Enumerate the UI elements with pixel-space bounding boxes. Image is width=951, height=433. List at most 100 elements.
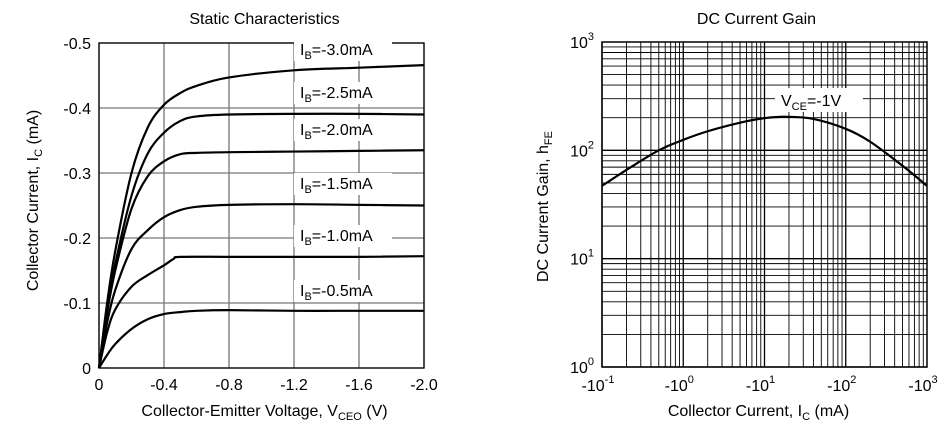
- series-label-sub: CE: [792, 101, 807, 113]
- series-label-rest: =-3.0mA: [312, 42, 373, 59]
- static-characteristics-chart: 0 -0.4 -0.8 -1.2 -1.6 -2.0 0 -0.1 -0.2 -0.3 -0.4 -0…: [25, 11, 438, 423]
- series-label-bg: [294, 173, 392, 195]
- x-tick-label-exp: 2: [850, 374, 856, 386]
- series-label-rest: =-0.5mA: [312, 283, 373, 300]
- x-tick-label-exp: -1: [605, 374, 615, 386]
- y-tick-label-exp: 0: [588, 356, 594, 368]
- y-tick-label: 101: [570, 248, 594, 269]
- series-label-rest: =-1.0mA: [312, 228, 373, 245]
- y-tick-label-exp: 1: [588, 248, 594, 260]
- series-label-bg: [294, 82, 392, 104]
- series-label-bg: [294, 39, 392, 61]
- series-label-rest: =-1V: [807, 93, 842, 110]
- series-line: [97, 112, 425, 369]
- y-tick-label: 103: [570, 31, 594, 52]
- series-line: [601, 115, 928, 187]
- series-label-rest: =-2.0mA: [312, 122, 373, 139]
- x-axis-label: Collector-Emitter Voltage, VCEO (V): [141, 403, 387, 423]
- y-tick-label: -0.2: [63, 231, 91, 248]
- x-axis-label-sub: CEO: [338, 411, 362, 423]
- y-tick-label: 102: [570, 139, 594, 160]
- series-line: [97, 149, 425, 369]
- series-label: VCE=-1V: [781, 93, 842, 113]
- y-tick-label: -0.5: [63, 36, 91, 53]
- x-tick-label: -100: [665, 374, 694, 395]
- y-axis-label-sub: FE: [543, 131, 555, 145]
- series-label-rest: =-2.5mA: [312, 85, 373, 102]
- series-label: IB=-1.0mA: [300, 228, 373, 248]
- plot-frame: [601, 41, 928, 368]
- series-label: IB=-1.5mA: [300, 176, 373, 196]
- x-axis-label-base: Collector Current, I: [668, 403, 802, 420]
- x-tick-label: -102: [827, 374, 856, 395]
- x-tick-label: -1.2: [280, 377, 308, 394]
- x-axis-label-rest: (mA): [810, 403, 849, 420]
- y-axis-label: DC Current Gain, hFE: [535, 131, 555, 282]
- x-axis-label-sub: C: [802, 411, 810, 423]
- y-tick-label-exp: 2: [588, 139, 594, 151]
- series-line: [97, 64, 425, 369]
- y-tick-label-exp: 3: [588, 31, 594, 43]
- series-label-base: I: [300, 228, 304, 245]
- series-label-bg: [294, 280, 392, 302]
- x-tick-label-base: -10: [746, 378, 769, 395]
- series-label-sub: B: [304, 50, 311, 62]
- chart-title: DC Current Gain: [697, 11, 816, 28]
- x-tick-label-exp: 0: [688, 374, 694, 386]
- series-label: IB=-3.0mA: [300, 42, 373, 62]
- x-axis-label-rest: (V): [362, 403, 388, 420]
- x-tick-label: -1.6: [345, 377, 373, 394]
- series-label-base: I: [300, 42, 304, 59]
- x-tick-label: -103: [908, 374, 937, 395]
- x-tick-label: -0.8: [215, 377, 243, 394]
- y-tick-label: -0.3: [63, 166, 91, 183]
- series-line: [97, 203, 425, 369]
- x-tick-label: -101: [746, 374, 775, 395]
- series-label-sub: B: [304, 236, 311, 248]
- series-label-base: I: [300, 176, 304, 193]
- y-tick-label: 0: [82, 361, 91, 378]
- x-tick-label-exp: 1: [769, 374, 775, 386]
- y-tick-label: -0.1: [63, 296, 91, 313]
- series-label-bg: [775, 88, 863, 112]
- series-label-bg: [294, 225, 392, 247]
- y-tick-label: -0.4: [63, 101, 91, 118]
- x-axis-label: Collector Current, IC (mA): [668, 403, 849, 423]
- series-label: IB=-2.0mA: [300, 122, 373, 142]
- series-label-rest: =-1.5mA: [312, 176, 373, 193]
- series-label-sub: B: [304, 130, 311, 142]
- chart-title: Static Characteristics: [189, 11, 339, 28]
- y-axis-label-rest: (mA): [25, 110, 42, 149]
- x-tick-label-base: -10: [827, 378, 850, 395]
- series-label-base: I: [300, 85, 304, 102]
- x-tick-label-exp: 3: [932, 374, 938, 386]
- dc-current-gain-chart: -10-1 -100 -101 -102 -103100101102103VCE=-1V…: [535, 11, 938, 423]
- y-tick-label-base: 10: [570, 360, 588, 377]
- series-label-sub: B: [304, 184, 311, 196]
- series-label-base: V: [781, 93, 792, 110]
- x-tick-label-base: -10: [665, 378, 688, 395]
- y-tick-label-base: 10: [570, 143, 588, 160]
- series-label-base: I: [300, 122, 304, 139]
- y-tick-label: 100: [570, 356, 594, 377]
- series-label: IB=-2.5mA: [300, 85, 373, 105]
- series-label-bg: [294, 119, 392, 141]
- x-tick-label: -0.4: [150, 377, 178, 394]
- x-tick-label: 0: [95, 377, 104, 394]
- x-tick-label: -2.0: [410, 377, 438, 394]
- x-tick-label-base: -10: [582, 378, 605, 395]
- x-axis-label-base: Collector-Emitter Voltage, V: [141, 403, 338, 420]
- series-label-sub: B: [304, 291, 311, 303]
- series-line: [98, 309, 424, 369]
- y-tick-label-base: 10: [570, 35, 588, 52]
- y-tick-label-base: 10: [570, 252, 588, 269]
- x-tick-label-base: -10: [908, 378, 931, 395]
- series-label-sub: B: [304, 93, 311, 105]
- series-line: [97, 255, 425, 369]
- series-label-base: I: [300, 283, 304, 300]
- series-label: IB=-0.5mA: [300, 283, 373, 303]
- y-axis-label-base: DC Current Gain, h: [535, 145, 552, 282]
- y-axis-label: Collector Current, IC (mA): [25, 110, 45, 291]
- y-axis-label-sub: C: [33, 149, 45, 157]
